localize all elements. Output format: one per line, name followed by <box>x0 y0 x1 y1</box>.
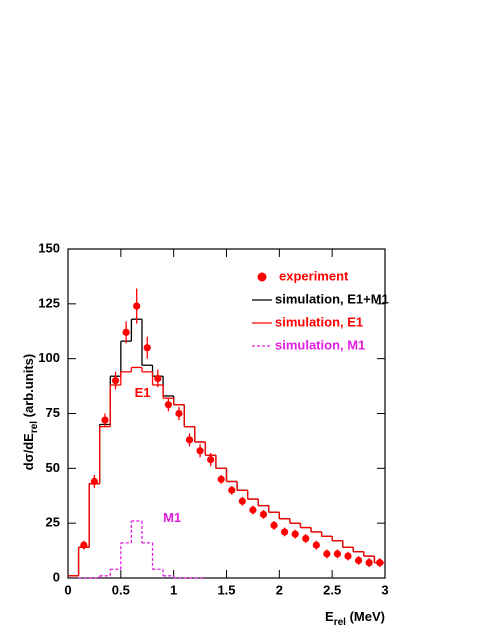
x-axis-label: Erel (MeV) <box>325 609 385 627</box>
data-point <box>175 409 183 418</box>
data-point <box>365 559 373 567</box>
y-label-rest: (arb.units) <box>21 354 36 421</box>
legend-label: simulation, M1 <box>275 337 365 352</box>
data-point <box>185 436 194 444</box>
data-point <box>122 328 130 336</box>
legend-marker <box>257 272 267 282</box>
x-tick-label: 1 <box>170 582 177 597</box>
data-point <box>281 528 289 536</box>
x-label-sub: rel <box>334 617 346 628</box>
y-label-sub: rel <box>29 421 40 433</box>
data-point <box>354 556 363 565</box>
x-tick-label: 2.5 <box>323 582 341 597</box>
data-point <box>291 530 299 538</box>
annotation: M1 <box>163 510 181 525</box>
x-tick-label: 2 <box>276 582 283 597</box>
data-point <box>101 416 109 424</box>
x-tick-label: 0 <box>64 582 71 597</box>
data-point <box>302 534 310 543</box>
x-tick-label: 1.5 <box>217 582 235 597</box>
data-point <box>154 374 162 383</box>
data-point <box>249 506 257 514</box>
data-point <box>259 510 268 518</box>
data-point <box>312 541 320 549</box>
x-tick-label: 3 <box>381 582 388 597</box>
x-label-main: E <box>325 609 334 624</box>
y-tick-label: 0 <box>53 569 60 584</box>
data-point <box>344 552 352 560</box>
data-point <box>164 401 172 409</box>
y-tick-label: 125 <box>38 295 60 310</box>
annotation: E1 <box>135 385 151 400</box>
data-point <box>111 377 120 385</box>
legend-label: experiment <box>279 268 349 283</box>
data-point <box>133 302 141 310</box>
data-point <box>333 550 342 558</box>
y-label-main: dσ/dE <box>21 433 36 470</box>
data-point <box>217 475 225 483</box>
y-tick-label: 25 <box>46 515 60 530</box>
x-tick-label: 0.5 <box>112 582 130 597</box>
data-point <box>90 477 99 486</box>
data-point <box>196 447 204 455</box>
data-point <box>80 541 88 549</box>
y-axis-label: dσ/dErel (arb.units) <box>21 354 39 470</box>
data-point <box>238 497 246 505</box>
y-tick-label: 150 <box>38 240 60 255</box>
y-tick-label: 75 <box>46 405 60 420</box>
y-tick-label: 50 <box>46 460 60 475</box>
data-point <box>376 559 384 567</box>
x-label-rest: (MeV) <box>346 609 385 624</box>
data-point <box>323 550 331 558</box>
data-point <box>228 486 236 494</box>
legend-label: simulation, E1 <box>275 314 363 329</box>
data-point <box>270 521 278 529</box>
data-point <box>207 455 215 464</box>
y-tick-label: 100 <box>38 350 60 365</box>
data-point <box>143 344 151 352</box>
legend-label: simulation, E1+M1 <box>275 291 389 306</box>
